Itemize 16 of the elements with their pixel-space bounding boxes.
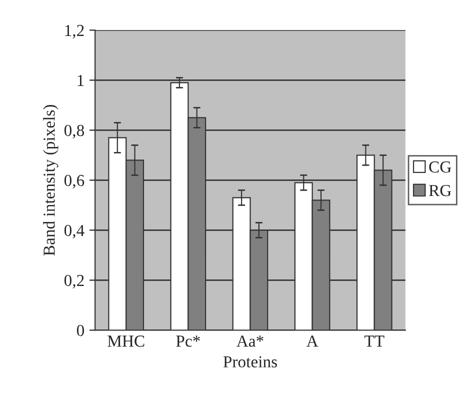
x-tick-label: TT xyxy=(364,336,384,347)
y-tick-label: 0,2 xyxy=(64,274,84,289)
y-tick-label: 0,8 xyxy=(64,124,84,139)
x-tick-label: Pc* xyxy=(176,336,200,347)
y-axis-title: Band intensity (pixels) xyxy=(43,104,58,256)
x-tick-label: A xyxy=(306,336,318,347)
y-tick-label: 1,2 xyxy=(65,24,84,39)
x-axis-title: Proteins xyxy=(223,356,277,368)
y-tick-label: 0 xyxy=(76,324,84,336)
legend-label: RG xyxy=(429,184,452,196)
legend-label: CG xyxy=(429,161,452,173)
y-tick-label: 0,6 xyxy=(64,174,84,189)
x-tick-label: MHC xyxy=(108,336,144,347)
y-tick-label: 0,4 xyxy=(64,224,84,239)
x-tick-label: Aa* xyxy=(236,336,264,347)
y-tick-label: 1 xyxy=(78,74,84,86)
